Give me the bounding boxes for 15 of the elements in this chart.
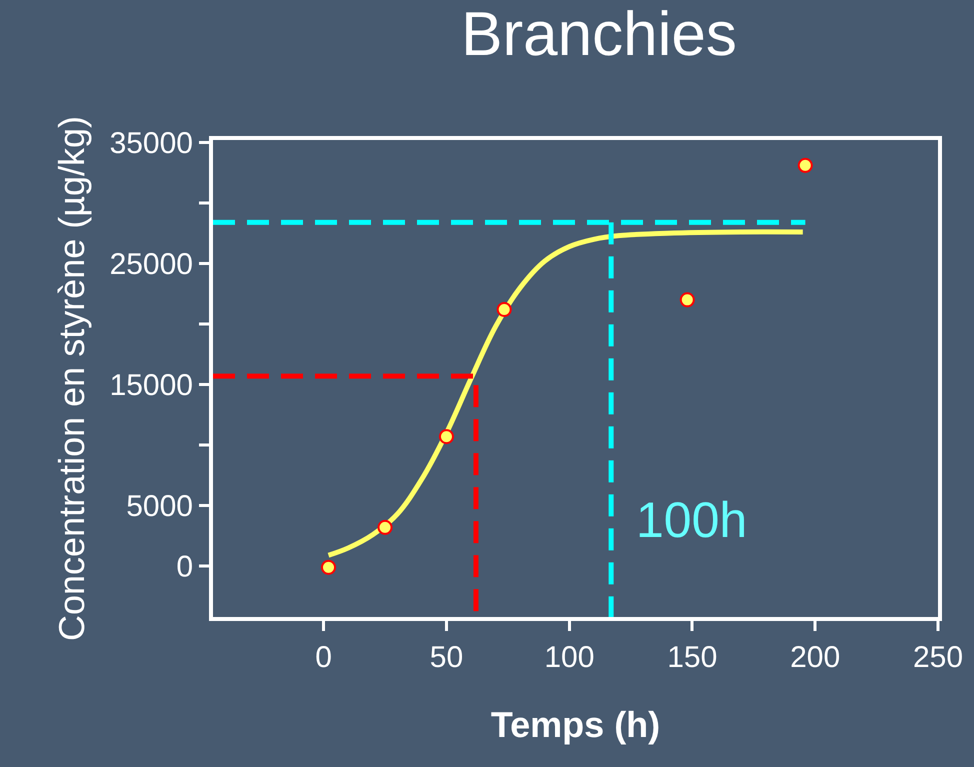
x-tick-label: 150 [667, 641, 718, 674]
y-tick-label: 35000 [110, 126, 193, 160]
x-axis-title: Temps (h) [490, 704, 660, 746]
y-tick-label: 15000 [110, 369, 193, 402]
y-tick-label: 0 [176, 550, 193, 584]
x-tick-label: 50 [430, 641, 464, 674]
x-tick-label: 0 [315, 641, 332, 674]
x-tick-label: 100 [544, 641, 594, 674]
chart-title: Branchies [461, 0, 737, 69]
x-tick-label: 250 [912, 641, 964, 674]
y-tick-label: 25000 [110, 248, 193, 281]
y-tick-label: 5000 [126, 490, 193, 524]
annotation: 100h [636, 492, 748, 548]
x-tick-label: 200 [790, 641, 840, 674]
y-axis-title: Concentration en styrène (µg/kg) [50, 116, 92, 642]
